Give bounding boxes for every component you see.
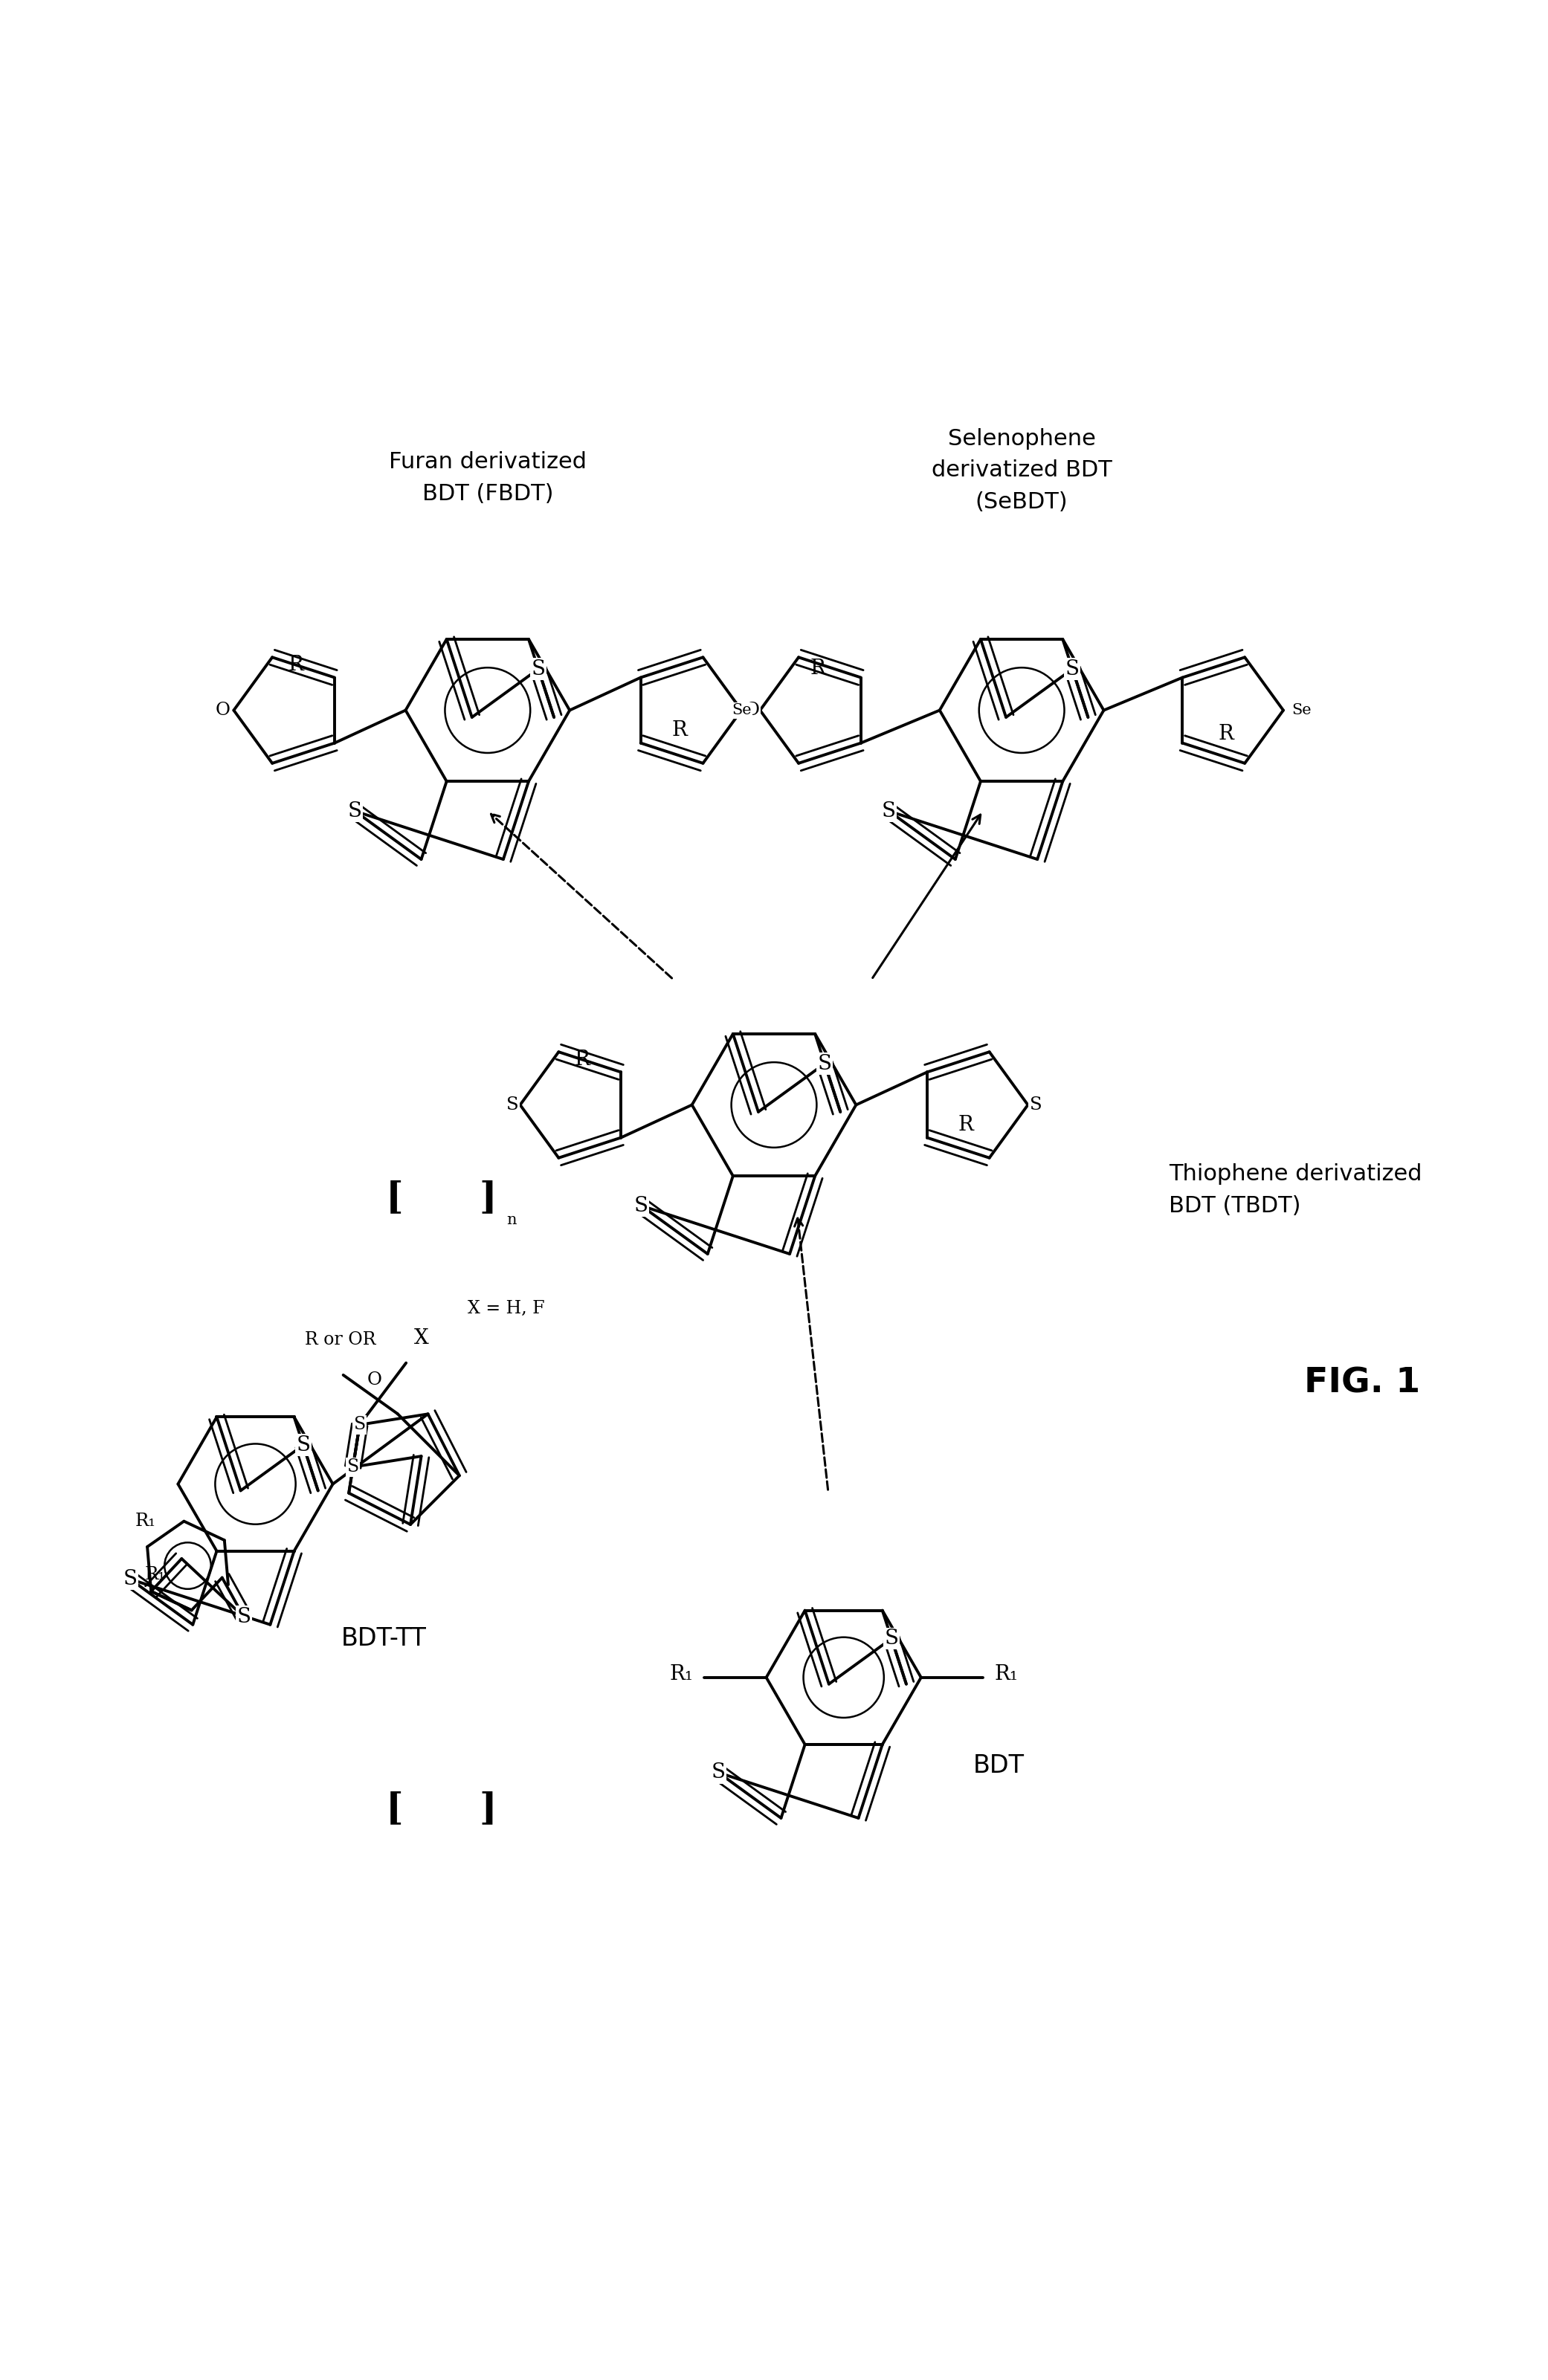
Text: S: S (817, 1054, 831, 1073)
Text: S: S (1065, 659, 1079, 678)
Text: R: R (672, 721, 687, 740)
Text: S: S (296, 1435, 310, 1454)
Text: Furan derivatized
BDT (FBDT): Furan derivatized BDT (FBDT) (389, 452, 587, 505)
Text: R: R (958, 1116, 974, 1135)
Text: Se: Se (1293, 702, 1311, 716)
Text: S: S (506, 1097, 519, 1114)
Text: S: S (124, 1568, 138, 1590)
Text: R: R (288, 655, 303, 676)
Text: S: S (884, 1628, 898, 1649)
Text: S: S (882, 802, 896, 821)
Text: S: S (347, 1459, 359, 1476)
Text: S: S (353, 1416, 365, 1433)
Text: O: O (215, 702, 231, 719)
Text: BDT: BDT (972, 1754, 1025, 1778)
Text: [: [ (385, 1180, 404, 1216)
Text: O: O (745, 702, 760, 719)
Text: S: S (712, 1764, 726, 1783)
Text: S: S (348, 802, 362, 821)
Text: X: X (415, 1328, 429, 1347)
Text: R₁: R₁ (669, 1664, 694, 1685)
Text: O: O (367, 1371, 382, 1388)
Text: Se: Se (732, 702, 751, 716)
Text: ]: ] (478, 1790, 497, 1828)
Text: n: n (506, 1214, 515, 1228)
Text: R₁: R₁ (994, 1664, 1019, 1685)
Text: FIG. 1: FIG. 1 (1305, 1366, 1420, 1399)
Text: R₁: R₁ (135, 1514, 156, 1530)
Text: S: S (237, 1607, 251, 1628)
Text: X = H, F: X = H, F (467, 1299, 545, 1316)
Text: ]: ] (478, 1180, 497, 1216)
Text: R₁: R₁ (144, 1566, 166, 1583)
Text: [: [ (385, 1790, 404, 1828)
Text: S: S (531, 659, 545, 678)
Text: BDT-TT: BDT-TT (341, 1626, 427, 1652)
Text: Selenophene
derivatized BDT
(SeBDT): Selenophene derivatized BDT (SeBDT) (932, 428, 1111, 514)
Text: R: R (810, 659, 825, 678)
Text: R: R (574, 1050, 590, 1069)
Text: Thiophene derivatized
BDT (TBDT): Thiophene derivatized BDT (TBDT) (1169, 1164, 1423, 1216)
Text: R: R (1218, 724, 1234, 745)
Text: S: S (635, 1195, 649, 1216)
Text: R or OR: R or OR (305, 1330, 376, 1347)
Text: S: S (1029, 1097, 1042, 1114)
